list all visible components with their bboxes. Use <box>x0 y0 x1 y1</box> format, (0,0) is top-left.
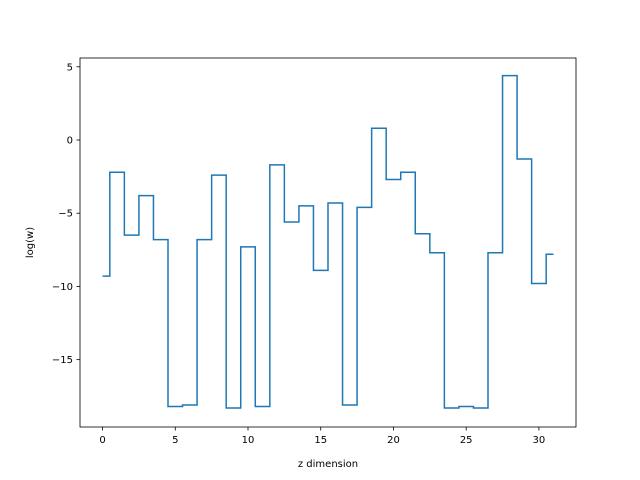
y-tick-label: 5 <box>67 62 73 73</box>
plot-frame <box>79 57 577 428</box>
x-tick-label: 0 <box>99 435 105 446</box>
x-tick-label: 15 <box>314 435 327 446</box>
x-tick-label: 30 <box>533 435 546 446</box>
x-tick-label: 25 <box>460 435 473 446</box>
x-tick-label: 5 <box>172 435 178 446</box>
y-tick-label: −10 <box>52 282 73 293</box>
x-tick-label: 10 <box>242 435 255 446</box>
y-axis-label: log(w) <box>25 227 36 258</box>
x-tick-label: 20 <box>387 435 400 446</box>
y-tick-label: 0 <box>67 136 73 147</box>
ticks-layer: 0 5 10 15 20 25 30 5 0 −5 −10 −15 <box>52 62 545 446</box>
x-axis-label: z dimension <box>298 459 358 470</box>
y-tick-label: −5 <box>58 209 73 220</box>
series-line <box>102 74 554 409</box>
y-tick-label: −15 <box>52 355 73 366</box>
